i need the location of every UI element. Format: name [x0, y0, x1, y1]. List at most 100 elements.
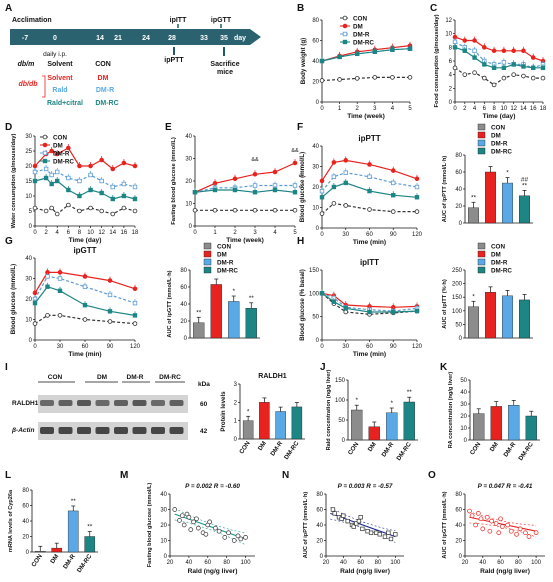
annotation: **	[299, 175, 304, 181]
y-tick-label: 80	[316, 492, 323, 498]
bar-CON	[351, 409, 363, 441]
blot-band	[132, 427, 147, 434]
timeline-unit: day	[234, 35, 246, 42]
data-point-DM	[99, 157, 104, 163]
y-tick-label: 40	[455, 187, 462, 193]
legend-label-DM-R: DM-R	[491, 140, 508, 147]
y-tick-label: 100	[452, 309, 463, 315]
y-tick-label: 40	[460, 390, 467, 396]
x-tick-label: 4	[273, 230, 277, 236]
x-tick-label: 20	[323, 560, 330, 566]
data-point-DM-R	[343, 170, 348, 175]
dbdb-label: db/db	[18, 81, 38, 88]
x-category-label: DM-RC	[517, 441, 535, 462]
x-tick-label: 100	[531, 560, 542, 566]
scatter-point	[238, 536, 244, 542]
x-tick-label: 30	[342, 344, 349, 350]
y-tick-label: 20	[25, 297, 32, 303]
data-point-DM-R	[472, 48, 477, 53]
legend-swatch-CON	[203, 242, 212, 250]
bar-CON	[473, 413, 485, 441]
solvent-dm-label: Solvent	[47, 75, 73, 82]
significance-annotation: *	[506, 170, 509, 177]
data-point-DM-RC	[55, 178, 60, 184]
x-tick-label: 1	[338, 106, 342, 112]
scatter-point	[523, 530, 528, 536]
y-tick-label: 15	[25, 179, 32, 185]
blot-band	[151, 400, 165, 406]
y-axis-label: Blood glucose (mmol/L)	[299, 152, 306, 222]
data-point-DM-RC	[531, 65, 536, 71]
data-point-DM-RC	[32, 178, 38, 184]
legend-label-DM-RC: DM-RC	[491, 148, 512, 155]
data-point-DM-RC	[43, 175, 49, 181]
data-point-DM	[232, 176, 238, 182]
data-point-CON	[390, 75, 395, 80]
data-point-DM-R	[252, 183, 258, 188]
y-axis-label: AUC of ipPTT (mmol/L·h)	[442, 156, 448, 223]
data-point-CON	[462, 72, 468, 77]
data-point-DM	[88, 163, 93, 169]
bar-DM-R	[502, 182, 513, 224]
scatter-point	[231, 538, 237, 543]
blot-band	[132, 400, 147, 406]
data-point-DM-RC	[192, 190, 198, 195]
bar-CON	[468, 207, 479, 224]
x-tick-label: 16	[530, 106, 537, 112]
x-axis-label: Time (week)	[226, 237, 264, 244]
y-tick-label: 60	[22, 504, 29, 510]
data-point-DM-R	[77, 178, 82, 184]
legend-swatch-CON	[477, 123, 486, 131]
data-point-DM-RC	[540, 65, 546, 71]
confidence-band-upper	[469, 511, 537, 526]
legend-label-DM: DM	[217, 251, 227, 258]
blot-band	[40, 400, 54, 406]
data-point-CON	[319, 211, 325, 216]
legend-label-CON: CON	[353, 15, 367, 22]
y-tick-label: 0	[316, 100, 320, 106]
scatter-point	[243, 535, 248, 540]
x-category-label: DM	[257, 440, 268, 452]
series-line-CON	[34, 314, 136, 325]
data-point-DM-RC	[407, 46, 413, 51]
data-point-DM-RC	[232, 187, 238, 193]
series-line-DM	[321, 45, 411, 62]
y-tick-label: 0	[320, 554, 324, 560]
bar-DM-RC	[519, 195, 530, 224]
legend-swatch-DM-R	[477, 139, 486, 147]
legend-label-DM-RC: DM-RC	[491, 267, 512, 274]
y-tick-label: 100	[335, 398, 346, 404]
panel-label-F: F	[297, 122, 303, 133]
data-point-CON	[337, 77, 342, 82]
timeline-tick: -7	[22, 35, 28, 42]
bar-DM-R	[508, 405, 520, 441]
data-point-DM-RC	[77, 193, 82, 199]
timeline-tick: 24	[142, 35, 150, 42]
x-tick-label: 8	[492, 106, 496, 112]
bar-DM-R	[502, 295, 513, 339]
scatter-chart-M: 0 10 20 30 40 Fasting blood glucose (mmol/L) 2…	[147, 483, 255, 575]
panel-label-E: E	[165, 122, 172, 133]
y-tick-label: 100	[309, 291, 320, 297]
panel-label-C: C	[430, 3, 437, 14]
bar-DM	[51, 547, 63, 553]
series-line-DM-RC	[454, 46, 543, 69]
y-axis-label: AUC of ipPTT (mmol/L·h)	[303, 492, 309, 559]
series-line-DM	[321, 159, 418, 182]
data-point-DM	[132, 286, 138, 292]
panel-label-B: B	[297, 3, 304, 14]
data-point-DM	[530, 55, 536, 60]
data-point-DM-RC	[99, 190, 104, 196]
y-tick-label: 40	[25, 256, 32, 262]
y-tick-label: 8	[449, 45, 453, 51]
x-tick-label: 12	[98, 230, 105, 236]
significance-annotation: *	[390, 400, 393, 407]
data-point-DM	[472, 38, 477, 43]
significance-annotation: *	[472, 293, 475, 300]
x-tick-label: 80	[223, 560, 230, 566]
y-tick-label: 0	[316, 226, 320, 232]
x-tick-label: 0	[320, 344, 324, 350]
